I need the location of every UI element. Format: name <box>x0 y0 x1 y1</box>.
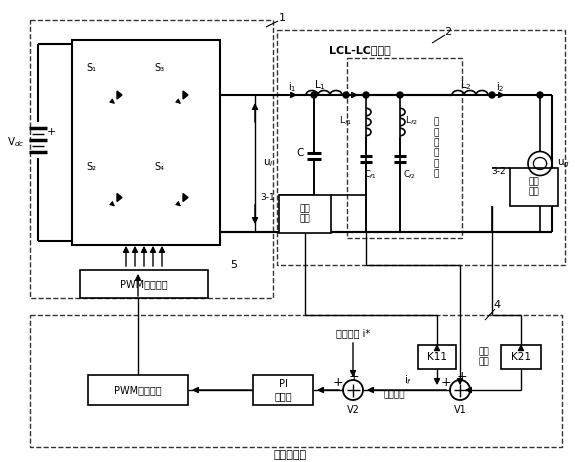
Text: 电流
测量: 电流 测量 <box>300 204 310 224</box>
Text: 串
联
谐
振
支
路: 串 联 谐 振 支 路 <box>434 117 439 178</box>
Polygon shape <box>183 91 188 99</box>
Circle shape <box>343 92 349 98</box>
Text: 电流
测量: 电流 测量 <box>528 177 539 197</box>
Text: i$_f$: i$_f$ <box>404 373 412 387</box>
Text: 反馈电流: 反馈电流 <box>383 390 404 400</box>
Bar <box>510 168 558 206</box>
Text: C$_{f2}$: C$_{f2}$ <box>403 169 416 181</box>
Text: L$_2$: L$_2$ <box>460 78 472 92</box>
Bar <box>279 195 331 233</box>
Text: L$_{f2}$: L$_{f2}$ <box>405 115 417 127</box>
Text: +: + <box>457 370 467 383</box>
Text: +: + <box>47 127 56 137</box>
Text: S₁: S₁ <box>86 63 96 73</box>
Bar <box>501 345 541 369</box>
Text: S₃: S₃ <box>154 63 164 73</box>
Text: +: + <box>333 376 343 389</box>
Text: i$_2$: i$_2$ <box>496 80 504 94</box>
Bar <box>80 270 208 298</box>
Text: S₄: S₄ <box>154 163 164 172</box>
Text: u$_i$: u$_i$ <box>263 158 274 170</box>
Polygon shape <box>117 91 122 99</box>
Text: S₂: S₂ <box>86 163 96 172</box>
Text: 3-2: 3-2 <box>492 166 506 176</box>
Text: 权重
系数: 权重 系数 <box>478 347 489 367</box>
Text: V2: V2 <box>347 405 359 415</box>
Text: i$_1$: i$_1$ <box>288 80 296 94</box>
Circle shape <box>537 92 543 98</box>
Text: 电流控制环: 电流控制环 <box>274 450 306 460</box>
Text: 4: 4 <box>493 300 501 310</box>
Text: PWM发生电路: PWM发生电路 <box>114 385 162 395</box>
Text: 5: 5 <box>231 260 237 270</box>
Text: V$_{dc}$: V$_{dc}$ <box>7 135 25 149</box>
Polygon shape <box>183 194 188 201</box>
Bar <box>277 30 565 265</box>
Text: 指令电流 i*: 指令电流 i* <box>336 328 370 338</box>
Text: L$_1$: L$_1$ <box>314 78 326 92</box>
Text: K21: K21 <box>511 352 531 362</box>
Bar <box>88 375 188 405</box>
Text: PI
调节器: PI 调节器 <box>274 379 292 401</box>
Bar <box>72 40 220 245</box>
Text: PWM驱动电路: PWM驱动电路 <box>120 279 168 289</box>
Text: +: + <box>348 370 359 383</box>
Circle shape <box>397 92 403 98</box>
Bar <box>418 345 456 369</box>
Text: C$_{f1}$: C$_{f1}$ <box>364 169 377 181</box>
Circle shape <box>363 92 369 98</box>
Circle shape <box>311 92 317 98</box>
Polygon shape <box>117 194 122 201</box>
Bar <box>253 375 313 405</box>
Bar <box>347 58 462 238</box>
Text: L$_{f1}$: L$_{f1}$ <box>339 115 352 127</box>
Text: +: + <box>440 376 451 389</box>
Text: LCL-LC滤波器: LCL-LC滤波器 <box>329 45 391 55</box>
Text: V1: V1 <box>454 405 466 415</box>
Text: K11: K11 <box>427 352 447 362</box>
Text: 3-1: 3-1 <box>260 194 275 202</box>
Circle shape <box>489 92 495 98</box>
Bar <box>30 20 273 298</box>
Bar <box>30 315 562 447</box>
Text: u$_g$: u$_g$ <box>557 157 570 170</box>
Text: 2: 2 <box>444 27 451 37</box>
Text: C: C <box>297 148 304 158</box>
Text: 1: 1 <box>278 13 286 23</box>
